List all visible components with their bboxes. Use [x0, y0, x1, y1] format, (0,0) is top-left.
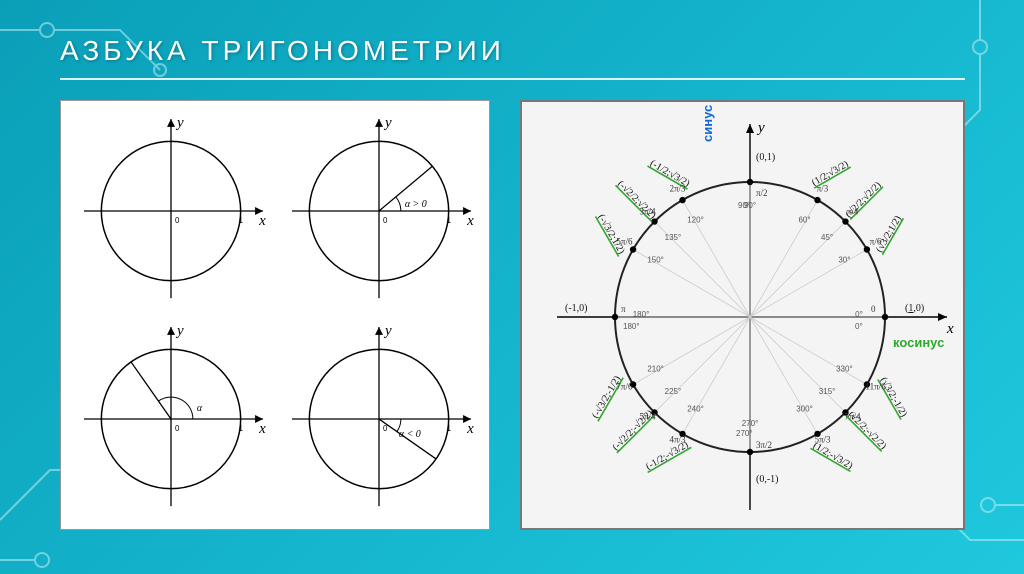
svg-text:π/2: π/2 [756, 188, 768, 198]
svg-text:210°: 210° [647, 365, 664, 374]
svg-text:0: 0 [175, 424, 180, 433]
svg-text:180°: 180° [633, 310, 650, 319]
svg-text:(1,0): (1,0) [905, 303, 924, 314]
svg-text:5π/6: 5π/6 [616, 237, 633, 247]
svg-text:y: y [756, 120, 765, 136]
svg-text:π: π [621, 304, 626, 314]
svg-text:синус: синус [700, 105, 715, 142]
svg-text:y: y [175, 115, 184, 131]
svg-text:x: x [258, 213, 266, 229]
svg-text:120°: 120° [687, 216, 704, 225]
mini-circles-panel: yx01 yx01α > 0 yx01α yx01α < 0 [60, 100, 490, 530]
svg-text:y: y [383, 115, 392, 131]
svg-text:150°: 150° [647, 256, 664, 265]
svg-text:(0,1): (0,1) [756, 152, 775, 163]
svg-text:x: x [466, 213, 474, 229]
svg-text:(-√3/2;1/2): (-√3/2;1/2) [595, 213, 626, 256]
svg-text:0: 0 [383, 216, 388, 225]
svg-text:π/6: π/6 [870, 237, 882, 247]
svg-text:(-1,0): (-1,0) [565, 303, 588, 314]
svg-text:330°: 330° [836, 365, 853, 374]
svg-text:240°: 240° [687, 404, 704, 413]
svg-text:x: x [946, 321, 954, 337]
svg-text:α > 0: α > 0 [405, 199, 427, 210]
svg-text:5π/4: 5π/4 [639, 412, 656, 422]
svg-text:(1/2;-√3/2): (1/2;-√3/2) [811, 440, 854, 471]
svg-text:135°: 135° [665, 233, 682, 242]
svg-text:270°: 270° [742, 419, 759, 428]
svg-text:4π/3: 4π/3 [669, 435, 686, 445]
svg-text:(√3/2;1/2): (√3/2;1/2) [874, 214, 904, 255]
unit-circle-panel: xyсинускосинус0°30°(√3/2;1/2)π/645°(√2/2… [520, 100, 965, 530]
svg-text:x: x [258, 421, 266, 437]
slide-title: АЗБУКА ТРИГОНОМЕТРИИ [60, 35, 505, 67]
svg-text:x: x [466, 421, 474, 437]
svg-text:0: 0 [175, 216, 180, 225]
svg-text:45°: 45° [821, 233, 833, 242]
svg-text:225°: 225° [665, 387, 682, 396]
svg-text:y: y [383, 323, 392, 339]
svg-text:60°: 60° [798, 216, 810, 225]
svg-text:0°: 0° [855, 310, 863, 319]
svg-text:y: y [175, 323, 184, 339]
svg-text:0°: 0° [855, 322, 863, 331]
svg-text:7π/4: 7π/4 [845, 412, 862, 422]
mini-circle-1: yx01 [69, 109, 273, 313]
svg-text:(0,-1): (0,-1) [756, 474, 779, 485]
svg-text:π/4: π/4 [847, 206, 859, 216]
unit-circle-svg: xyсинускосинус0°30°(√3/2;1/2)π/645°(√2/2… [530, 102, 955, 528]
title-underline [60, 78, 965, 80]
svg-text:α: α [197, 403, 203, 414]
mini-circle-4: yx01α < 0 [277, 317, 481, 521]
svg-text:180°: 180° [623, 322, 640, 331]
svg-text:α < 0: α < 0 [399, 429, 421, 440]
svg-text:5π/3: 5π/3 [814, 435, 831, 445]
svg-text:270°: 270° [736, 429, 753, 438]
svg-text:π/3: π/3 [817, 183, 829, 193]
svg-text:0: 0 [871, 304, 876, 314]
svg-text:300°: 300° [796, 404, 813, 413]
svg-text:315°: 315° [819, 387, 836, 396]
svg-text:11π/6: 11π/6 [865, 382, 886, 392]
svg-text:2π/3: 2π/3 [669, 183, 686, 193]
svg-text:3π/2: 3π/2 [756, 440, 772, 450]
svg-text:90°: 90° [738, 201, 750, 210]
svg-text:косинус: косинус [893, 335, 944, 350]
mini-circle-3: yx01α [69, 317, 273, 521]
svg-text:7π/6: 7π/6 [616, 382, 633, 392]
mini-circle-2: yx01α > 0 [277, 109, 481, 313]
svg-text:30°: 30° [838, 256, 850, 265]
content-row: yx01 yx01α > 0 yx01α yx01α < 0 xyсинуско… [60, 100, 965, 530]
svg-text:3π/4: 3π/4 [639, 206, 656, 216]
